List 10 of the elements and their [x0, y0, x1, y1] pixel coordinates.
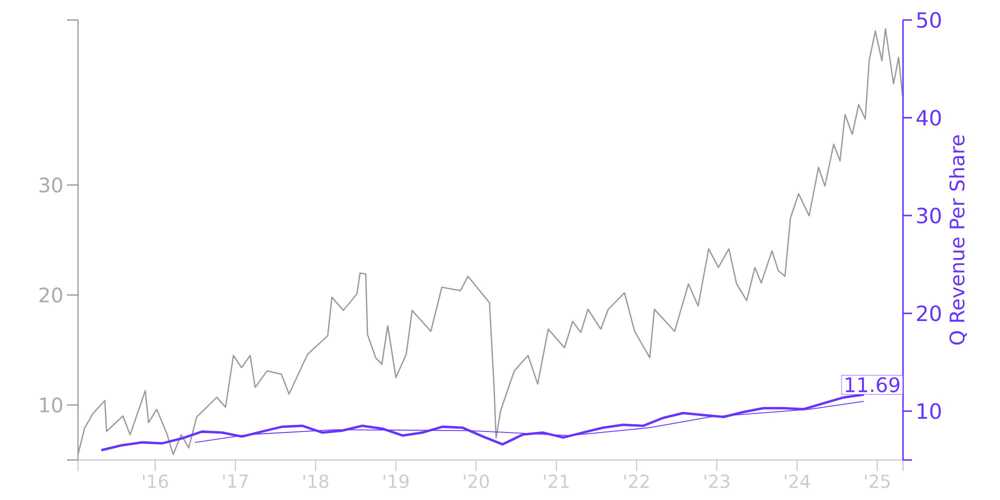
y-tick-label: 20 [40, 287, 62, 303]
y2-tick-label: 40 [916, 110, 941, 126]
y2-tick-label: 20 [917, 305, 941, 322]
y2-tick-label: 30 [917, 208, 941, 224]
y2-axis-title: Q Revenue Per Share [949, 135, 967, 345]
data-label: 11.69 [846, 377, 900, 392]
y-tick-label: 30 [40, 177, 62, 193]
y2-tick-label: 50 [917, 12, 941, 28]
y-tick-label: 10 [40, 397, 62, 413]
y2-tick-label: 10 [918, 403, 941, 420]
